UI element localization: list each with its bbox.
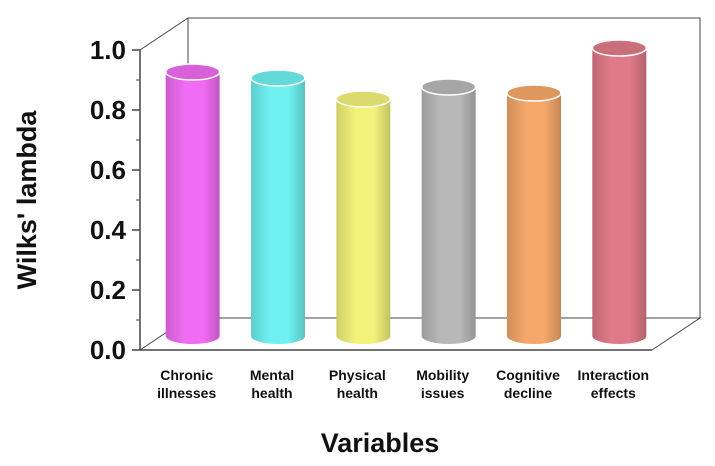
back-wall-edge xyxy=(139,17,701,318)
x-tick-label: health xyxy=(337,385,378,401)
bar-top xyxy=(591,39,648,57)
bar xyxy=(164,63,221,344)
x-tick-label: illnesses xyxy=(157,385,216,401)
bars xyxy=(164,39,648,344)
y-tick-label: 0.2 xyxy=(90,275,126,305)
bar xyxy=(335,90,392,344)
bar xyxy=(591,39,648,344)
y-tick-label: 0.6 xyxy=(90,155,126,185)
x-tick-label: Physical xyxy=(329,367,386,383)
y-axis-title: Wilks' lambda xyxy=(12,110,42,290)
bar-body xyxy=(251,78,305,344)
bar xyxy=(250,69,306,344)
x-tick-label: Cognitive xyxy=(496,367,560,383)
y-tick-label: 1.0 xyxy=(90,35,126,65)
y-tick-label: 0.4 xyxy=(90,215,127,245)
x-tick-label: Interaction xyxy=(578,367,650,383)
x-tick-label: Chronic xyxy=(160,367,213,383)
bar xyxy=(420,78,477,344)
bar-top xyxy=(420,78,477,96)
y-axis-ticks: 0.0 0.2 0.4 0.6 0.8 1.0 xyxy=(90,35,140,365)
y-tick-label: 0.0 xyxy=(90,335,126,365)
x-tick-label: Mental xyxy=(250,367,294,383)
bar-body xyxy=(165,72,220,344)
bar-top xyxy=(506,84,562,102)
x-tick-label: issues xyxy=(421,385,465,401)
bar-body xyxy=(507,93,561,344)
x-tick-label: decline xyxy=(504,385,552,401)
bar-body xyxy=(336,99,391,344)
x-tick-label: Mobility xyxy=(416,367,469,383)
bar-body xyxy=(592,48,647,344)
bar-top xyxy=(250,69,306,87)
x-tick-label: effects xyxy=(591,385,636,401)
bar-top xyxy=(164,63,221,81)
bar-body xyxy=(421,87,476,344)
y-tick-label: 0.8 xyxy=(90,95,126,125)
x-axis-labels: Chronic illnesses Mental health Physical heal… xyxy=(157,367,649,401)
x-axis-title: Variables xyxy=(321,428,440,458)
bar xyxy=(506,84,562,344)
bar-top xyxy=(335,90,392,108)
x-tick-label: health xyxy=(251,385,292,401)
